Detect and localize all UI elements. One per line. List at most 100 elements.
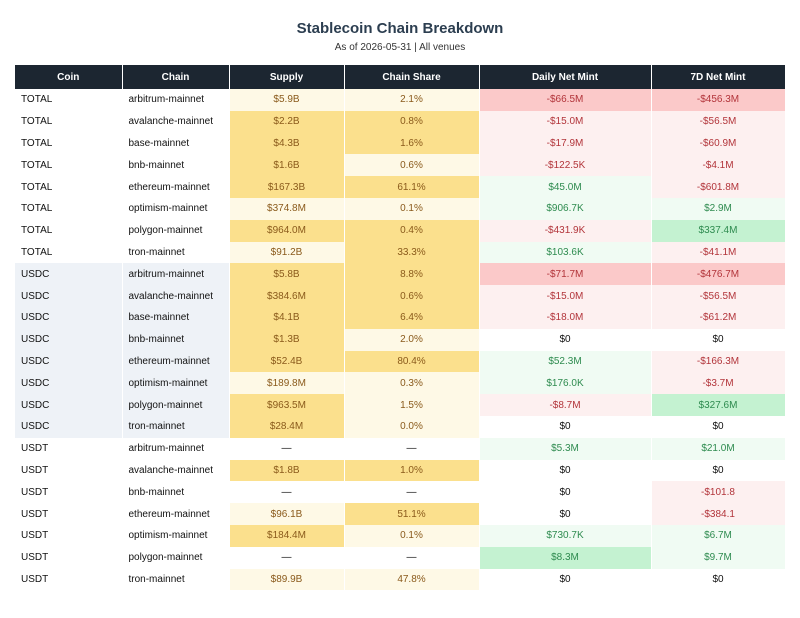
coin-cell: USDC	[15, 306, 123, 329]
column-header-chain-share[interactable]: Chain Share	[344, 65, 480, 89]
chain-share-cell: 33.3%	[344, 241, 480, 264]
daily-net-mint-cell: -$66.5M	[479, 89, 652, 111]
coin-cell: USDC	[15, 394, 123, 416]
supply-cell: $1.3B	[229, 328, 345, 351]
seven-day-net-mint-cell: -$61.2M	[651, 306, 786, 329]
supply-cell: $384.6M	[229, 285, 345, 307]
table-row: USDC bnb-mainnet $1.3B 2.0% $0 $0	[15, 328, 786, 351]
table-row: USDT ethereum-mainnet $96.1B 51.1% $0 -$384.1	[15, 503, 786, 525]
chain-cell: polygon-mainnet	[122, 219, 230, 242]
coin-cell: TOTAL	[15, 241, 123, 264]
coin-cell: USDT	[15, 503, 123, 525]
supply-cell: $4.1B	[229, 306, 345, 329]
coin-cell: USDC	[15, 372, 123, 395]
supply-cell: $28.4M	[229, 415, 345, 438]
daily-net-mint-cell: $0	[479, 503, 652, 525]
chain-share-cell: 0.1%	[344, 197, 480, 220]
table-row: USDT bnb-mainnet — — $0 -$101.8	[15, 481, 786, 504]
chain-share-cell: 0.6%	[344, 285, 480, 307]
daily-net-mint-cell: $0	[479, 459, 652, 482]
seven-day-net-mint-cell: -$41.1M	[651, 241, 786, 264]
coin-cell: USDT	[15, 524, 123, 547]
coin-cell: TOTAL	[15, 110, 123, 133]
daily-net-mint-cell: $52.3M	[479, 350, 652, 373]
chain-share-cell: 61.1%	[344, 176, 480, 198]
chain-share-cell: —	[344, 437, 480, 460]
daily-net-mint-cell: -$15.0M	[479, 285, 652, 307]
column-header-coin[interactable]: Coin	[15, 65, 123, 89]
supply-cell: $167.3B	[229, 176, 345, 198]
chain-cell: ethereum-mainnet	[122, 176, 230, 198]
coin-cell: USDT	[15, 437, 123, 460]
seven-day-net-mint-cell: -$166.3M	[651, 350, 786, 373]
chain-cell: bnb-mainnet	[122, 154, 230, 177]
column-header-7d-net-mint[interactable]: 7D Net Mint	[651, 65, 786, 89]
supply-cell: —	[229, 546, 345, 569]
chain-cell: polygon-mainnet	[122, 394, 230, 416]
supply-cell: $184.4M	[229, 524, 345, 547]
table-row: TOTAL ethereum-mainnet $167.3B 61.1% $45.0M -…	[15, 176, 786, 198]
daily-net-mint-cell: $0	[479, 481, 652, 504]
coin-cell: TOTAL	[15, 176, 123, 198]
chain-share-cell: 0.8%	[344, 110, 480, 133]
table-row: TOTAL arbitrum-mainnet $5.9B 2.1% -$66.5M -$4…	[15, 89, 786, 111]
table-row: USDT polygon-mainnet — — $8.3M $9.7M	[15, 546, 786, 569]
table-row: TOTAL optimism-mainnet $374.8M 0.1% $906.7K $…	[15, 197, 786, 220]
column-header-supply[interactable]: Supply	[229, 65, 345, 89]
daily-net-mint-cell: $0	[479, 568, 652, 591]
daily-net-mint-cell: $103.6K	[479, 241, 652, 264]
coin-cell: USDC	[15, 285, 123, 307]
supply-cell: —	[229, 481, 345, 504]
chain-share-cell: 0.6%	[344, 154, 480, 177]
seven-day-net-mint-cell: $0	[651, 328, 786, 351]
chain-cell: bnb-mainnet	[122, 328, 230, 351]
seven-day-net-mint-cell: $327.6M	[651, 394, 786, 416]
supply-cell: $5.9B	[229, 89, 345, 111]
coin-cell: USDT	[15, 546, 123, 569]
supply-cell: $4.3B	[229, 132, 345, 155]
column-header-daily-net-mint[interactable]: Daily Net Mint	[479, 65, 652, 89]
coin-cell: USDT	[15, 568, 123, 591]
seven-day-net-mint-cell: $9.7M	[651, 546, 786, 569]
seven-day-net-mint-cell: -$60.9M	[651, 132, 786, 155]
supply-cell: $89.9B	[229, 568, 345, 591]
supply-cell: $1.6B	[229, 154, 345, 177]
chain-cell: optimism-mainnet	[122, 372, 230, 395]
coin-cell: TOTAL	[15, 219, 123, 242]
seven-day-net-mint-cell: $337.4M	[651, 219, 786, 242]
daily-net-mint-cell: $176.0K	[479, 372, 652, 395]
coin-cell: USDT	[15, 459, 123, 482]
page-title: Stablecoin Chain Breakdown	[296, 20, 504, 37]
daily-net-mint-cell: $906.7K	[479, 197, 652, 220]
chain-cell: tron-mainnet	[122, 568, 230, 591]
chain-cell: tron-mainnet	[122, 415, 230, 438]
daily-net-mint-cell: -$17.9M	[479, 132, 652, 155]
column-header-chain[interactable]: Chain	[122, 65, 230, 89]
chain-share-cell: 0.0%	[344, 415, 480, 438]
chain-cell: avalanche-mainnet	[122, 285, 230, 307]
coin-cell: USDC	[15, 263, 123, 286]
seven-day-net-mint-cell: $6.7M	[651, 524, 786, 547]
chain-share-cell: 2.0%	[344, 328, 480, 351]
seven-day-net-mint-cell: -$601.8M	[651, 176, 786, 198]
table-row: TOTAL avalanche-mainnet $2.2B 0.8% -$15.0M -$…	[15, 110, 786, 133]
supply-cell: $964.0M	[229, 219, 345, 242]
chain-cell: ethereum-mainnet	[122, 350, 230, 373]
table-row: TOTAL base-mainnet $4.3B 1.6% -$17.9M -$60.9M	[15, 132, 786, 155]
daily-net-mint-cell: $0	[479, 328, 652, 351]
daily-net-mint-cell: -$18.0M	[479, 306, 652, 329]
chain-cell: optimism-mainnet	[122, 524, 230, 547]
table-row: USDT arbitrum-mainnet — — $5.3M $21.0M	[15, 437, 786, 460]
daily-net-mint-cell: -$71.7M	[479, 263, 652, 286]
seven-day-net-mint-cell: -$4.1M	[651, 154, 786, 177]
seven-day-net-mint-cell: -$456.3M	[651, 89, 786, 111]
supply-cell: $2.2B	[229, 110, 345, 133]
supply-cell: $96.1B	[229, 503, 345, 525]
daily-net-mint-cell: $5.3M	[479, 437, 652, 460]
chain-cell: avalanche-mainnet	[122, 110, 230, 133]
chain-share-cell: 1.6%	[344, 132, 480, 155]
seven-day-net-mint-cell: $2.9M	[651, 197, 786, 220]
chain-share-cell: 1.5%	[344, 394, 480, 416]
daily-net-mint-cell: -$15.0M	[479, 110, 652, 133]
daily-net-mint-cell: $8.3M	[479, 546, 652, 569]
